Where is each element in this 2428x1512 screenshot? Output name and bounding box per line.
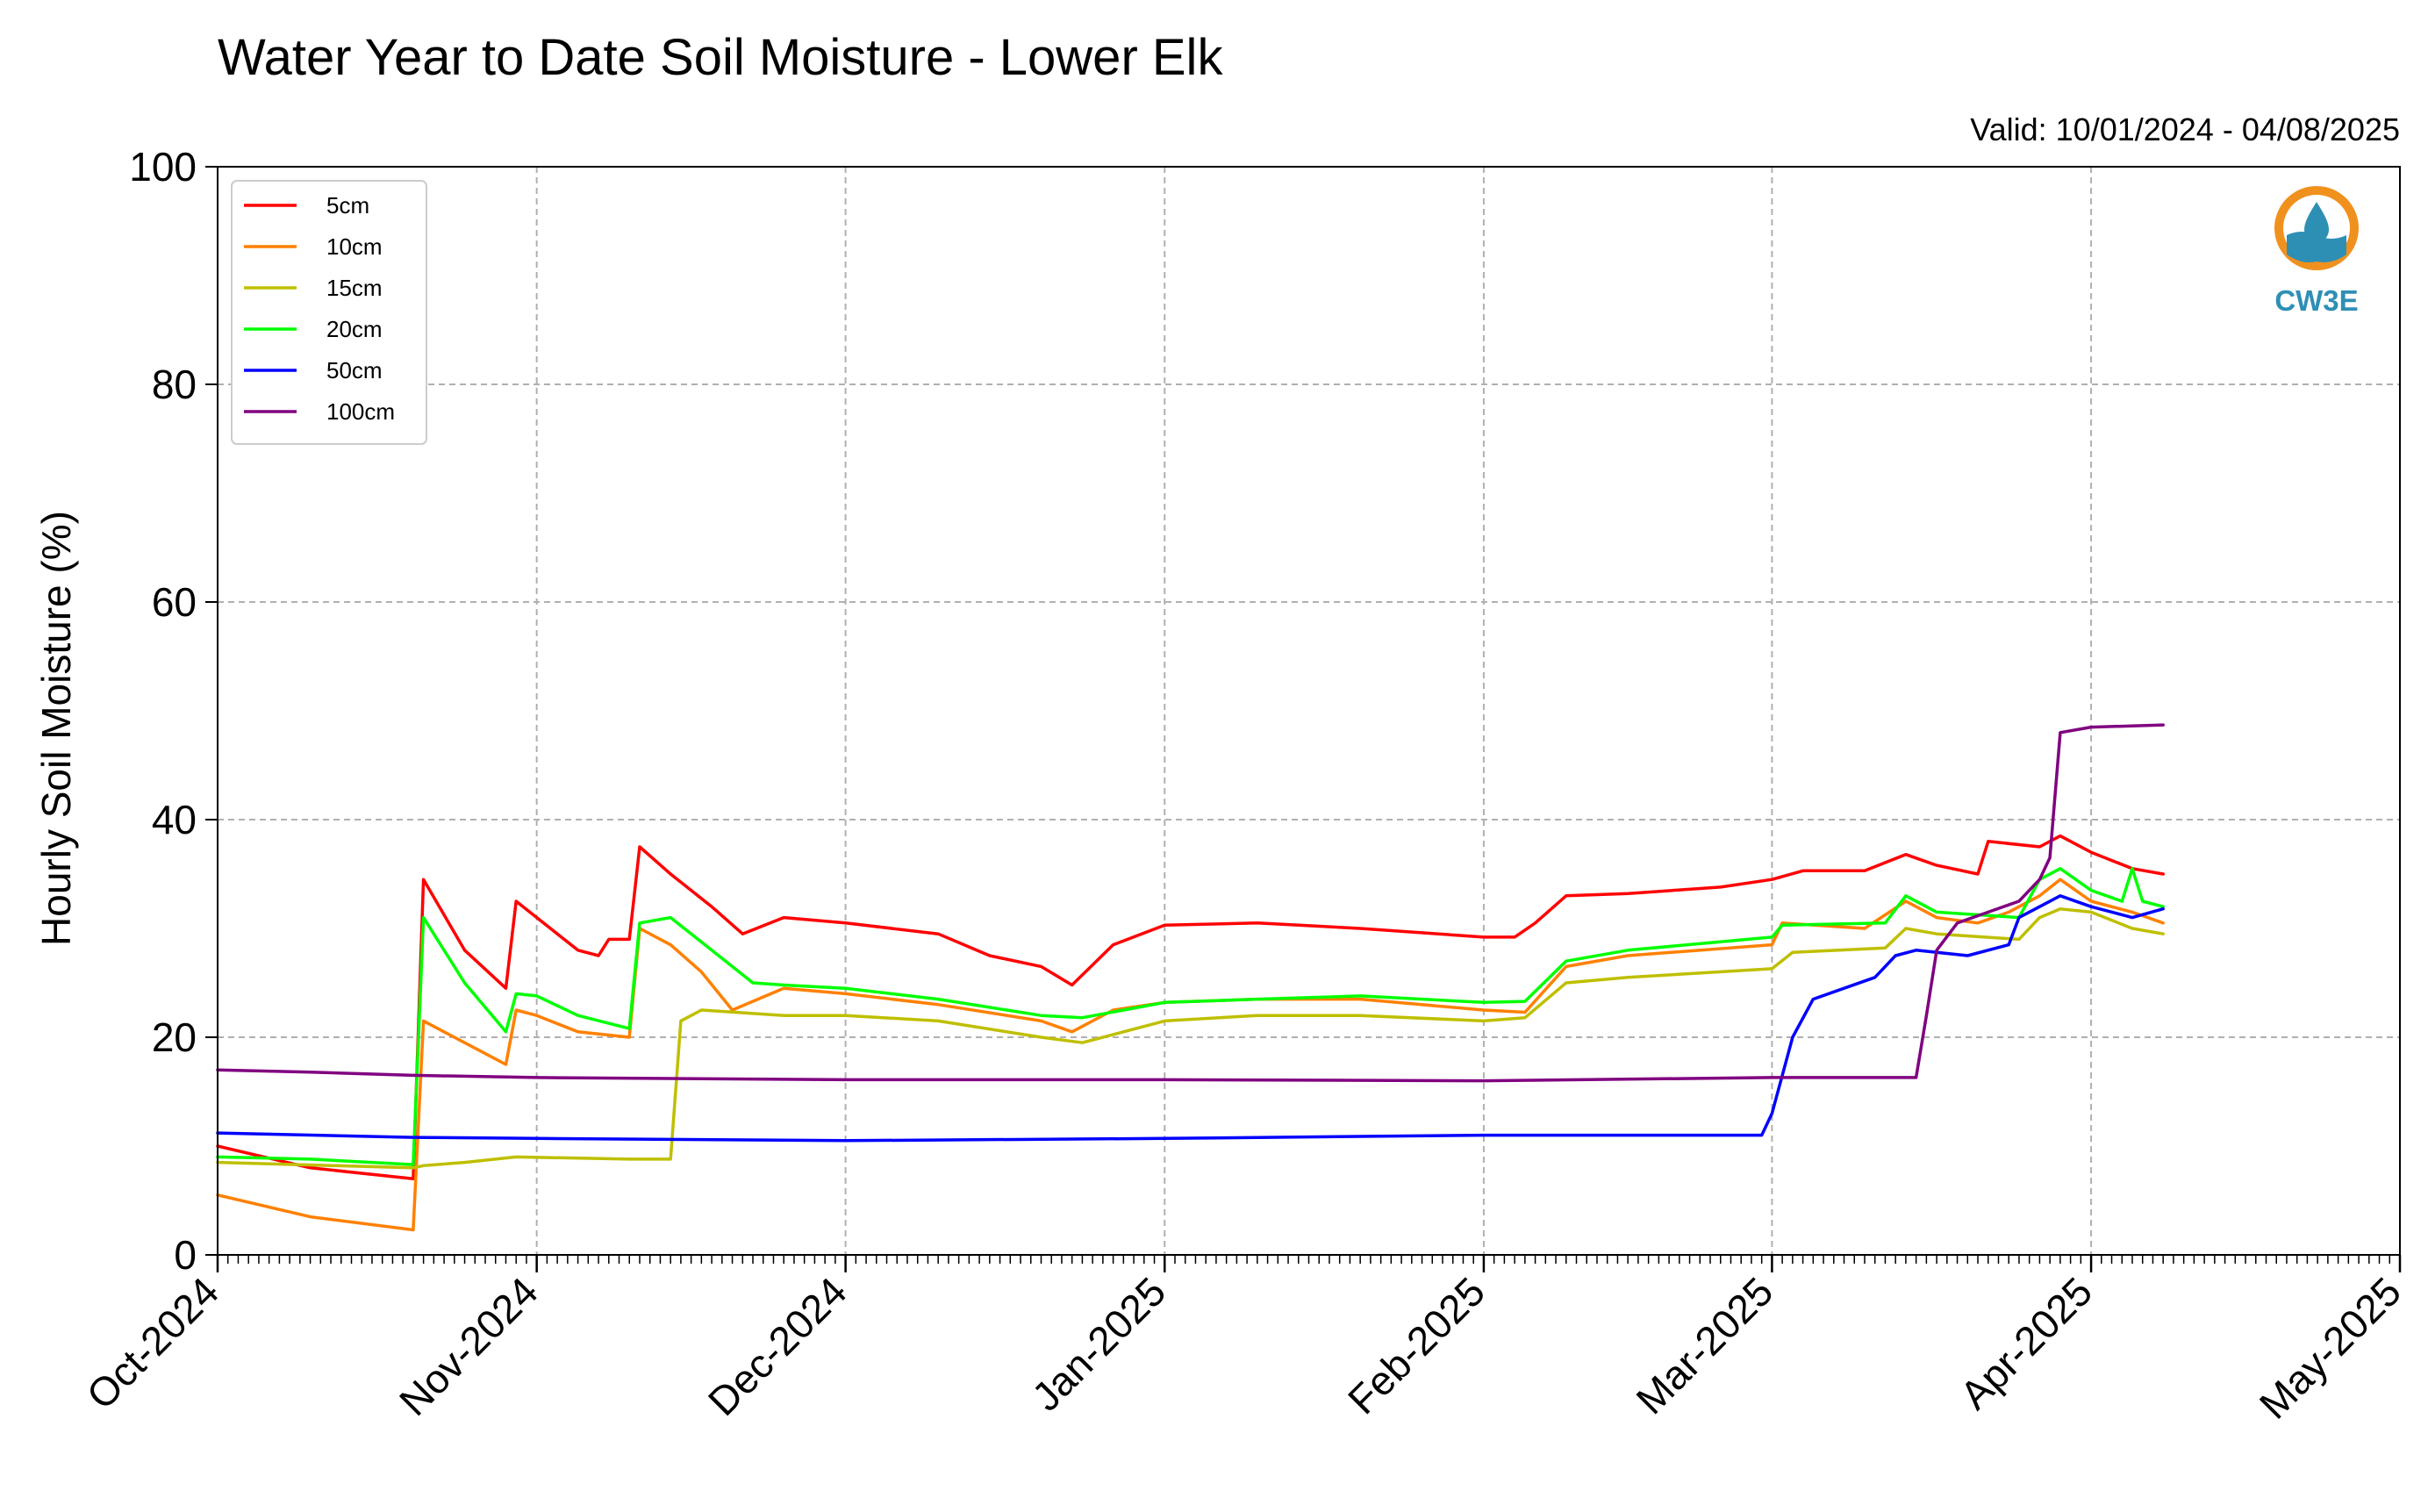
legend-entry: 100cm (326, 398, 395, 425)
legend: 5cm 10cm 15cm 20cm 50cm 100cm (231, 180, 427, 445)
y-tick-label: 20 (152, 1014, 197, 1060)
series-line-100cm (216, 723, 2165, 1083)
x-tick-label: Oct-2024 (78, 1268, 228, 1418)
chart-subtitle: Valid: 10/01/2024 - 04/08/2025 (1970, 111, 2400, 147)
legend-entry: 20cm (326, 316, 383, 342)
y-axis-label: Hourly Soil Moisture (%) (33, 511, 79, 946)
x-minor-ticks (217, 1255, 2401, 1264)
series-layer (216, 723, 2165, 1232)
legend-entry: 15cm (326, 275, 383, 301)
chart-title: Water Year to Date Soil Moisture - Lower… (218, 29, 1223, 86)
x-tick-label: Jan-2025 (1023, 1268, 1174, 1419)
series-line-5cm (216, 834, 2165, 1180)
x-tick-label: Mar-2025 (1627, 1268, 1781, 1422)
x-tick-label: Feb-2025 (1339, 1268, 1493, 1422)
logo-drop-icon (2304, 202, 2329, 242)
series-line-20cm (216, 867, 2165, 1166)
grid (217, 166, 2401, 1256)
y-tick-label: 80 (152, 362, 197, 407)
x-tick-label: Nov-2024 (390, 1268, 547, 1424)
logo-wave-icon (2287, 232, 2346, 262)
y-tick-label: 100 (129, 144, 197, 190)
series-line-15cm (216, 906, 2165, 1170)
series-line-50cm (216, 894, 2165, 1143)
plot-frame (217, 166, 2401, 1256)
y-tick-label: 60 (152, 579, 197, 625)
x-tick-label: Apr-2025 (1952, 1268, 2102, 1418)
legend-entry: 50cm (326, 357, 383, 383)
legend-entry: 5cm (326, 192, 369, 219)
legend-entry: 10cm (326, 233, 383, 260)
logo-text: CW3E (2274, 284, 2358, 317)
x-tick-label: May-2025 (2251, 1268, 2410, 1427)
y-tick-label: 40 (152, 797, 197, 842)
x-tick-label: Dec-2024 (699, 1268, 856, 1424)
series-line-10cm (216, 878, 2165, 1232)
axis-ticks: 0 20 40 60 80 100 Oct-2024 Nov-2024 Dec-2024 Jan-… (78, 144, 2410, 1428)
cw3e-logo: CW3E (2274, 186, 2359, 317)
y-tick-label: 0 (174, 1232, 197, 1278)
